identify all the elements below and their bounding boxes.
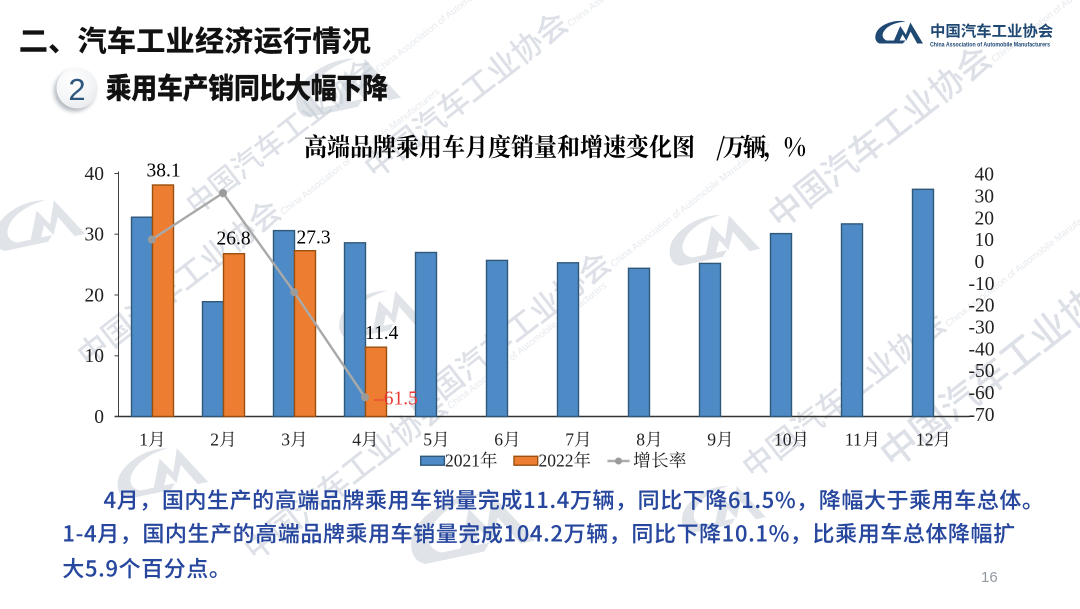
svg-text:-40: -40 [969,339,995,360]
svg-text:8: 8 [636,430,645,450]
svg-text:26.8: 26.8 [217,229,251,250]
svg-text:-50: -50 [969,361,995,382]
svg-text:16: 16 [981,569,998,586]
svg-text:-10: -10 [969,274,995,295]
svg-text:2022: 2022 [539,451,574,471]
svg-text:China Association of Automobil: China Association of Automobile Manufact… [565,0,729,30]
svg-text:3: 3 [281,430,290,450]
svg-text:China Association of Automobil: China Association of Automobile Manufact… [930,42,1050,49]
svg-text:9: 9 [707,430,716,450]
svg-text:30: 30 [975,186,995,207]
svg-text:China Association of Automobil: China Association of Automobile Manufact… [943,198,1080,329]
svg-text:7: 7 [565,430,574,450]
svg-text:27.3: 27.3 [296,228,330,249]
svg-text:2: 2 [210,430,219,450]
svg-text:10: 10 [975,230,995,251]
svg-text:China Association of Automobil: China Association of Automobile Manufact… [374,0,538,75]
svg-text:–61.5: –61.5 [373,388,418,409]
svg-text:6: 6 [494,430,503,450]
svg-text:0: 0 [975,252,985,273]
svg-text:0: 0 [94,407,104,428]
svg-text:40: 40 [85,164,105,185]
svg-text:-60: -60 [969,383,995,404]
svg-text:1: 1 [139,430,148,450]
svg-text:20: 20 [975,208,995,229]
svg-text:China Association of Automobil: China Association of Automobile Manufact… [445,280,609,411]
svg-text:12: 12 [916,430,934,450]
svg-text:-30: -30 [969,318,995,339]
svg-text:20: 20 [85,285,105,306]
svg-text:10: 10 [85,346,105,367]
svg-text:10: 10 [774,430,792,450]
svg-text:-70: -70 [969,405,995,426]
svg-text:38.1: 38.1 [146,161,180,182]
svg-text:2: 2 [68,72,85,107]
svg-text:5: 5 [423,430,432,450]
svg-text:40: 40 [975,165,995,186]
svg-text:2021: 2021 [445,451,480,471]
svg-text:11.4: 11.4 [365,323,399,344]
svg-text:-20: -20 [969,296,995,317]
svg-text:30: 30 [85,225,105,246]
svg-text:11: 11 [845,430,862,450]
svg-text:4: 4 [352,430,361,450]
